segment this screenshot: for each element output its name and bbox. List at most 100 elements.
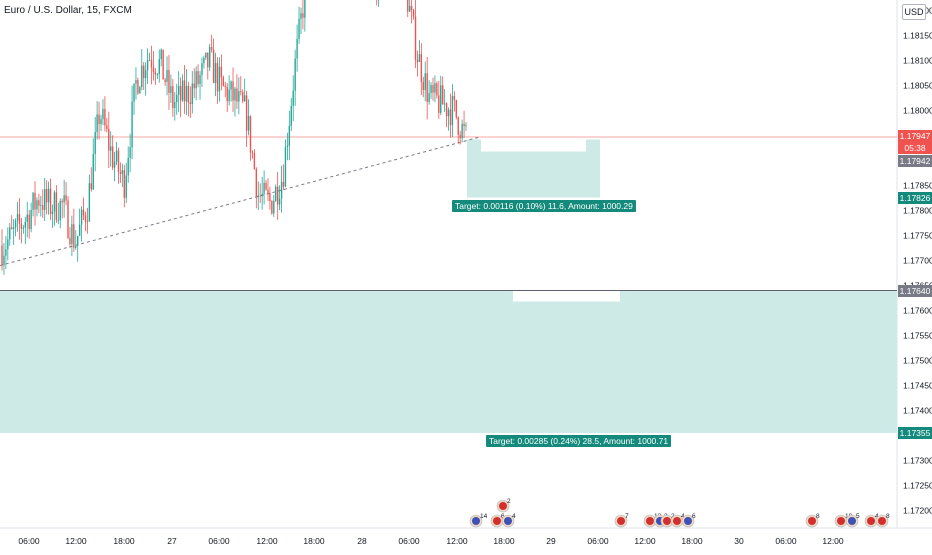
candle-body (181, 80, 184, 101)
candle-body (261, 193, 263, 197)
candle-body (191, 83, 193, 105)
candle-body (234, 88, 236, 101)
candle-body (432, 85, 434, 93)
event-flag-icon (646, 517, 654, 525)
candle-body (240, 91, 242, 93)
target-2-label[interactable]: Target: 0.00285 (0.24%) 28.5, Amount: 10… (486, 435, 672, 447)
candle-body (88, 183, 91, 222)
x-tick-label: 06:00 (775, 536, 797, 546)
x-tick-label: 06:00 (398, 536, 420, 546)
target-1-label[interactable]: Target: 0.00116 (0.10%) 11.6, Amount: 10… (452, 199, 636, 212)
x-tick-label: 30 (734, 536, 744, 546)
candle-body (210, 46, 213, 50)
candle-body (30, 209, 32, 229)
candle-body (80, 209, 83, 225)
candle-body (414, 16, 417, 60)
candle-body (110, 146, 112, 151)
candle-body (98, 114, 100, 125)
target-1-price-label: 1.17826 (898, 191, 932, 204)
candle-body (197, 71, 199, 84)
candle-body (216, 63, 219, 92)
countdown-label: 05:38 (898, 142, 932, 154)
candle-body (189, 102, 192, 105)
candle-body (143, 65, 145, 79)
candle-body (236, 88, 238, 102)
candle-body (220, 66, 223, 78)
candle-body (158, 59, 160, 75)
candle-body (292, 90, 294, 106)
candle-body (193, 83, 195, 89)
candle-body (63, 195, 65, 203)
candle-body (249, 115, 252, 153)
target-zone-2 (0, 290, 897, 433)
candle-body (187, 85, 190, 103)
candle-body (214, 63, 217, 84)
candle-body (55, 192, 58, 221)
target-2-price-label: 1.17355 (898, 427, 932, 439)
y-tick-label: 1.17200 (903, 506, 932, 516)
candle-body (242, 92, 244, 102)
x-tick-label: 06:00 (587, 536, 609, 546)
candle-body (275, 186, 277, 201)
y-tick-label: 1.17600 (903, 306, 932, 316)
candle-body (42, 205, 44, 210)
candle-body (1, 245, 3, 266)
candle-body (177, 86, 180, 95)
candle-body (457, 117, 459, 135)
candle-body (428, 92, 430, 102)
y-tick-label: 1.18150 (903, 31, 932, 41)
y-tick-label: 1.17300 (903, 456, 932, 466)
candle-body (111, 146, 114, 168)
candle-body (410, 5, 413, 10)
candle-body (245, 95, 248, 131)
candle-body (426, 73, 428, 102)
candle-body (276, 186, 279, 205)
candle-body (5, 249, 7, 256)
candle-body (224, 85, 226, 87)
candle-body (100, 118, 102, 125)
event-flag-icon (878, 517, 886, 525)
candle-body (304, 0, 306, 18)
x-tick-label: 18:00 (303, 536, 325, 546)
x-tick-label: 28 (357, 536, 367, 546)
x-tick-label: 29 (546, 536, 556, 546)
candle-body (267, 189, 269, 194)
candle-body (247, 115, 250, 131)
level-1-label: 1.17942 (898, 154, 932, 167)
candle-body (69, 237, 71, 245)
candle-body (115, 150, 118, 162)
candle-body (280, 181, 283, 199)
candle-body (179, 86, 182, 101)
y-tick-label: 1.17550 (903, 331, 932, 341)
candle-body (7, 239, 9, 250)
event-count: 14 (480, 513, 488, 520)
price-axis (897, 0, 932, 550)
candle-body (61, 200, 63, 203)
candle-body (243, 95, 246, 102)
candle-body (24, 221, 26, 228)
candle-body (47, 188, 50, 203)
x-tick-label: 06:00 (18, 536, 40, 546)
x-tick-label: 27 (167, 536, 177, 546)
candle-body (255, 168, 258, 198)
candle-body (185, 85, 188, 102)
candle-body (222, 77, 225, 86)
candle-body (447, 109, 450, 117)
currency-unit-dropdown[interactable]: USD (902, 4, 926, 20)
candle-body (133, 83, 135, 102)
y-tick-label: 1.17850 (903, 181, 932, 191)
candle-body (422, 81, 424, 91)
candle-body (40, 205, 42, 207)
candle-body (296, 38, 298, 59)
candle-body (131, 101, 133, 148)
candle-body (139, 86, 141, 94)
candle-body (18, 214, 21, 224)
candle-body (271, 200, 273, 214)
candle-body (38, 200, 40, 206)
candle-body (162, 49, 164, 80)
candle-body (14, 220, 17, 228)
candle-body (3, 255, 5, 266)
candle-body (455, 99, 457, 118)
